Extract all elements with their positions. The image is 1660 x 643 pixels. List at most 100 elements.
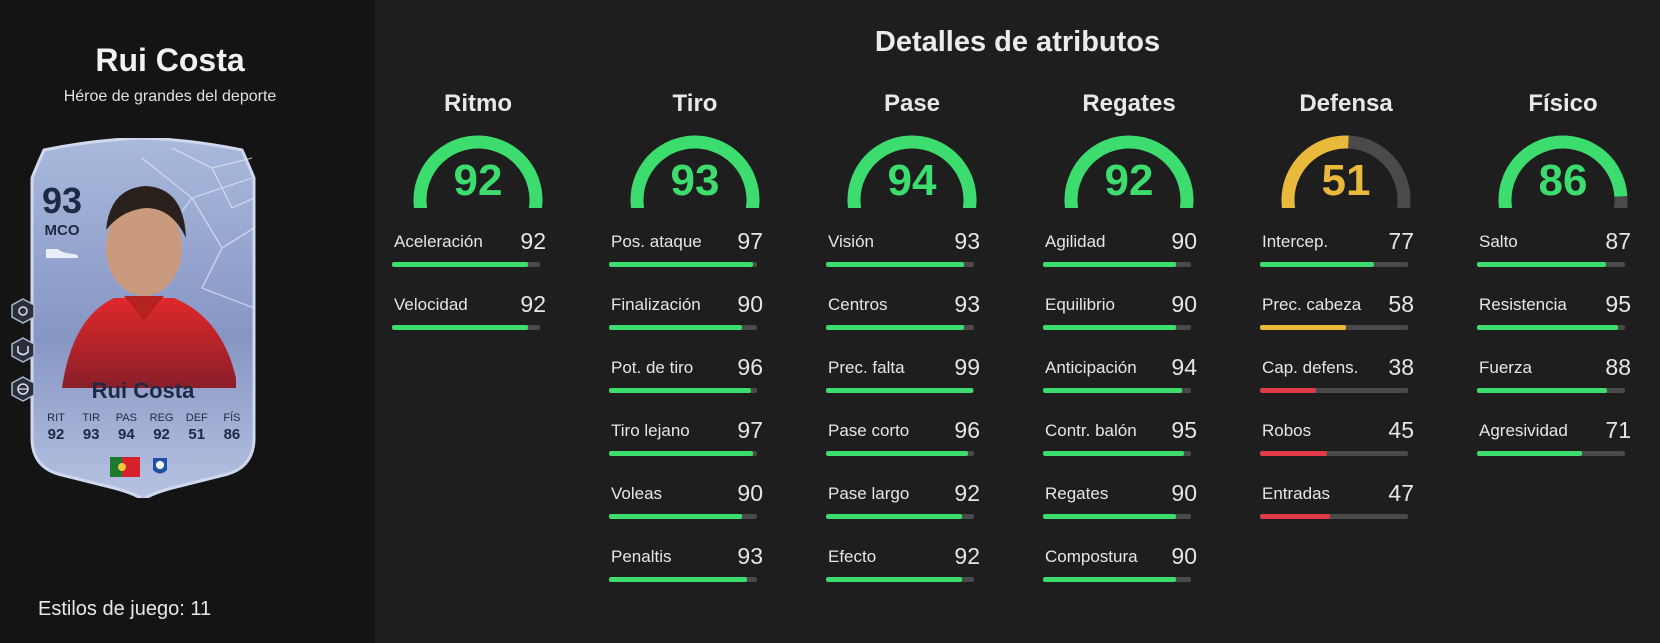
group-rating: 86 [1538,156,1588,205]
stat-label: Velocidad [394,295,468,314]
stat-row: Penaltis 93 [609,543,763,591]
stat-bar [1477,388,1625,393]
playstyles-count: Estilos de juego: 11 [38,598,212,620]
attribute-group-tiro: Tiro 93 Pos. ataque 97 Finalización 90 Pot. de… [592,90,798,643]
stat-bar [1043,388,1191,393]
group-gauge: 92 [405,128,551,208]
gauge-arc [1064,135,1194,208]
stat-row: Pos. ataque 97 [609,228,763,276]
player-card[interactable]: 93 MCO Rui Costa RIT 92 TIR 93 PAS 94 [11,138,264,498]
stat-label: Pase corto [828,421,910,440]
player-name: Rui Costa [95,42,245,78]
card-stat-value: 86 [223,426,241,443]
card-stat: DEF 51 [181,412,213,443]
stat-row: Tiro lejano 97 [609,417,763,465]
gauge-arc [1281,135,1411,208]
card-playstyle-icons [10,298,38,415]
card-stat-label: RIT [47,412,65,424]
stat-value: 97 [737,228,763,254]
gauge-track [1347,135,1411,208]
stat-bar-fill [826,262,964,267]
stat-value: 38 [1388,354,1414,380]
card-rating: 93 [41,180,83,221]
stat-bar-fill [609,451,753,456]
group-title: Ritmo [444,90,512,117]
card-stat: PAS 94 [110,412,142,443]
card-stat: RIT 92 [40,412,72,443]
stat-value: 45 [1388,417,1414,443]
stat-bar [1043,451,1191,456]
gauge-fill [630,135,760,208]
stat-bar-fill [609,325,743,330]
group-rating: 94 [887,156,937,205]
group-title: Físico [1528,90,1598,117]
gauge-fill [1498,135,1628,208]
stat-bar [1260,325,1408,330]
stat-row: Anticipación 94 [1043,354,1197,402]
player-panel: Rui Costa Héroe de grandes del deporte [0,0,375,643]
group-gauge: 51 [1273,128,1419,208]
stat-bar [1260,451,1408,456]
card-stat-label: FÍS [223,412,241,424]
stat-bar-fill [1477,262,1606,267]
gauge-fill [847,135,977,208]
portugal-flag-icon [110,457,140,477]
stat-row: Salto 87 [1477,228,1631,276]
card-stat-label: TIR [82,412,101,424]
card-position: MCO [44,222,80,239]
stat-value: 92 [954,480,980,506]
stat-bar-fill [1043,451,1184,456]
gauge-fill [413,135,543,208]
stat-value: 71 [1605,417,1631,443]
attributes-title: Detalles de atributos [874,26,1161,58]
stat-row: Resistencia 95 [1477,291,1631,339]
stat-row: Aceleración 92 [392,228,546,276]
card-stat-value: 51 [188,426,206,443]
group-rating: 93 [670,156,720,205]
stat-value: 96 [954,417,980,443]
stat-value: 96 [737,354,763,380]
stat-value: 95 [1171,417,1197,443]
stat-bar [609,262,757,267]
stat-row: Pase corto 96 [826,417,980,465]
stat-bar-fill [392,262,529,267]
stat-label: Voleas [611,484,663,503]
stat-value: 90 [1171,480,1197,506]
stat-label: Agresividad [1479,421,1568,440]
stat-bar-fill [609,514,743,519]
stat-row: Robos 45 [1260,417,1414,465]
gauge-arc [1498,135,1628,208]
stat-value: 95 [1605,291,1631,317]
stat-value: 90 [737,291,763,317]
card-stat-value: 92 [153,426,170,443]
stat-value: 92 [520,291,546,317]
league-logo-icon [153,458,167,474]
stat-label: Equilibrio [1045,295,1115,314]
stat-value: 92 [954,543,980,569]
playstyle-icon [11,298,35,324]
stat-bar-fill [609,262,753,267]
stat-bar [826,577,974,582]
stat-bar [1477,325,1625,330]
stat-label: Tiro lejano [611,421,690,440]
card-stat-value: 94 [118,426,135,443]
stat-label: Centros [828,295,888,314]
card-stat: FÍS 86 [216,412,248,443]
stat-label: Resistencia [1479,295,1567,314]
attribute-group-pase: Pase 94 Visión 93 Centros 93 Prec. falta 99 Pase… [809,90,1015,643]
attribute-group-defensa: Defensa 51 Intercep. 77 Prec. cabeza 58 Cap. d… [1243,90,1449,643]
stat-bar [826,514,974,519]
group-title: Regates [1082,90,1176,117]
card-stat-label: REG [149,412,174,424]
stat-bar-fill [1477,388,1608,393]
stat-bar-fill [1260,325,1346,330]
playstyle-icon [11,337,35,363]
card-stat-value: 93 [82,426,100,443]
group-rating: 92 [453,156,503,205]
stat-row: Efecto 92 [826,543,980,591]
stat-bar-fill [1260,514,1330,519]
stat-bar-fill [1260,451,1327,456]
stat-value: 92 [520,228,546,254]
stat-value: 58 [1388,291,1414,317]
stat-value: 90 [1171,291,1197,317]
